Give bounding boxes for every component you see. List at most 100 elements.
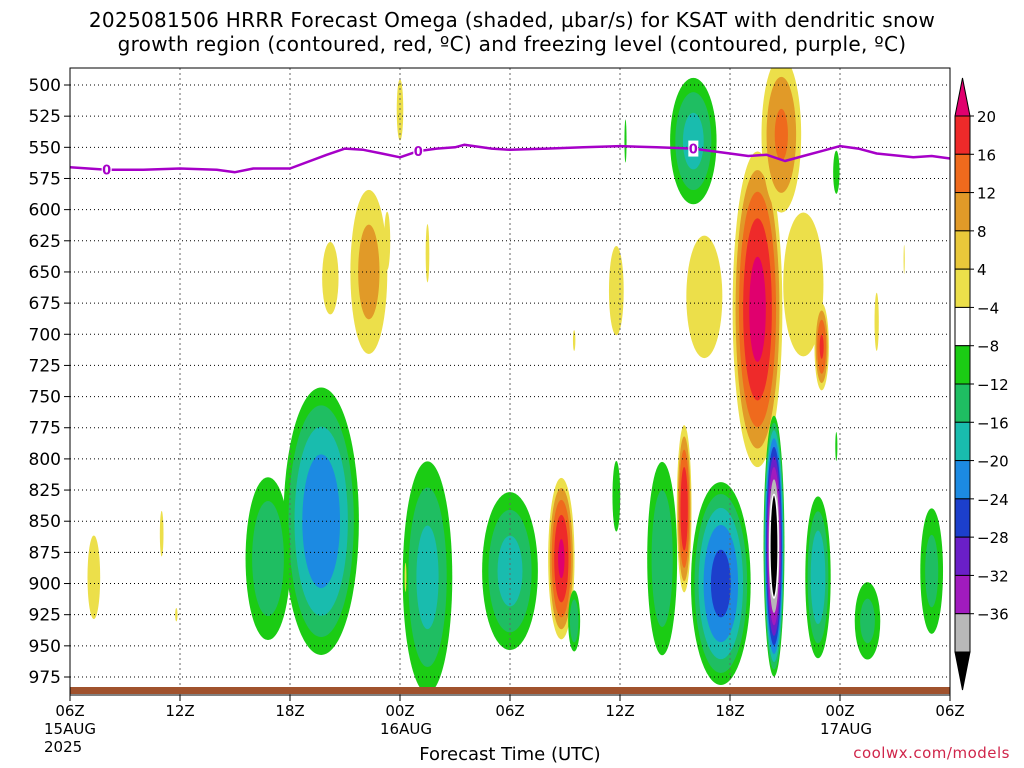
omega-cell-ascent-15 [572,330,576,351]
omega-cell-ascent-3 [322,241,339,315]
x-tick-label: 18Z [715,702,744,720]
x-tick-label: 06Z [495,702,524,720]
x-tick-label: 00Z [825,702,854,720]
y-tick-label: 875 [29,543,61,563]
omega-contour-20 [710,549,731,618]
y-tick-label: 750 [29,388,61,408]
colorbar-swatch-10 [954,460,971,500]
colorbar-top-arrow [954,77,971,117]
omega-cell-ascent-26 [783,212,824,357]
omega-cell-descent-30 [833,150,840,194]
colorbar-swatch-3 [954,192,971,232]
colorbar-swatch-5 [954,268,971,308]
omega-cell-descent-33 [854,582,881,660]
colorbar-label: −28 [977,529,1009,547]
omega-cell-descent-10 [402,461,453,694]
colorbar-swatch-1 [954,115,971,155]
colorbar-swatch-7 [954,345,971,385]
y-tick-label: 625 [29,232,61,252]
y-tick-label: 775 [29,419,61,439]
omega-shading [87,68,944,694]
omega-contour-4 [835,432,838,461]
omega-cell-ascent-27 [814,303,829,391]
omega-contour-4 [903,244,905,275]
x-tick-label: 06Z [55,702,84,720]
omega-contour-16 [680,466,688,551]
omega-cell-ascent-0 [87,535,101,620]
colorbar-label: 16 [977,146,996,164]
omega-contour-12 [810,530,826,625]
omega-contour-4 [624,119,627,163]
colorbar-label: −12 [977,376,1009,394]
omega-contour-16 [302,454,341,589]
x-tick-label: 12Z [605,702,634,720]
omega-contour-4 [175,608,178,622]
x-tick-date-label: 15AUG [44,720,96,738]
y-tick-label: 600 [29,201,61,221]
x-tick-date-label: 17AUG [820,720,872,738]
omega-cell-descent-7 [245,477,291,641]
freezing-level-label: 0 [414,145,423,160]
omega-contour-8 [569,599,579,643]
colorbar-label: −8 [977,338,999,356]
chart-title: 2025081506 HRRR Forecast Omega (shaded, … [0,8,1024,56]
y-axis: 500 525 550 575 600 625 650 675 700 725 750 775 800 8… [29,76,70,688]
omega-cell-descent-14 [568,590,581,652]
omega-contour-36 [769,493,779,599]
colorbar-swatch-8 [954,383,971,423]
omega-cell-ascent-24 [732,151,783,468]
omega-contour-20 [558,539,565,579]
y-tick-label: 900 [29,575,61,595]
x-tick-label: 18Z [275,702,304,720]
omega-contour-4 [404,562,407,592]
y-tick-label: 675 [29,294,61,314]
y-tick-label: 825 [29,481,61,501]
omega-contour-4 [612,461,621,532]
colorbar-label: −36 [977,606,1009,624]
omega-cell-descent-23 [690,482,751,685]
omega-contour-16 [819,334,824,359]
omega-cell-ascent-2 [175,608,178,622]
y-tick-label: 575 [29,169,61,189]
colorbar-label: 12 [977,185,996,203]
omega-contour-4 [783,212,824,357]
freezing-level-label: 0 [689,143,698,158]
colorbar-swatch-14 [954,613,971,653]
omega-contour-4 [833,150,840,194]
colorbar: 20 16 12 8 4 −4 −8 −12 −16 −20 −24 −28 −32 −36 [954,77,1009,691]
omega-cell-descent-35 [835,432,838,461]
y-tick-label: 650 [29,263,61,283]
x-tick-label: 06Z [935,702,964,720]
credit-link[interactable]: coolwx.com/models [853,744,1010,762]
omega-contour-4 [425,224,430,283]
y-tick-label: 725 [29,356,61,376]
omega-contour-4 [572,330,576,351]
omega-cell-ascent-31 [874,292,879,351]
omega-contour-8 [358,224,380,320]
omega-contour-8 [860,598,875,644]
colorbar-label: −16 [977,414,1009,432]
colorbar-label: −32 [977,567,1009,585]
y-tick-label: 550 [29,138,61,158]
x-tick-year-label: 2025 [44,738,82,756]
omega-contour-4 [322,241,339,315]
y-tick-label: 975 [29,668,61,688]
omega-cell-descent-16 [612,461,621,532]
freezing-level-label-bg [101,161,112,178]
chart-title-line-1: 2025081506 HRRR Forecast Omega (shaded, … [88,8,936,32]
ground-surface-bar [70,687,950,694]
omega-contour-4 [159,510,164,557]
x-axis-title: Forecast Time (UTC) [419,744,601,765]
freezing-level-contour: 0 0 0 [69,140,951,179]
omega-cell-ascent-11 [404,562,407,592]
y-tick-label: 850 [29,512,61,532]
colorbar-swatch-12 [954,536,971,576]
omega-cell-ascent-17 [608,246,624,336]
freezing-level-label-bg [413,143,424,160]
y-tick-label: 800 [29,450,61,470]
omega-contour-12 [497,535,523,607]
colorbar-label: −4 [977,299,999,317]
omega-cell-descent-29 [805,496,831,659]
colorbar-label: 8 [977,223,987,241]
x-tick-date-label: 16AUG [380,720,432,738]
